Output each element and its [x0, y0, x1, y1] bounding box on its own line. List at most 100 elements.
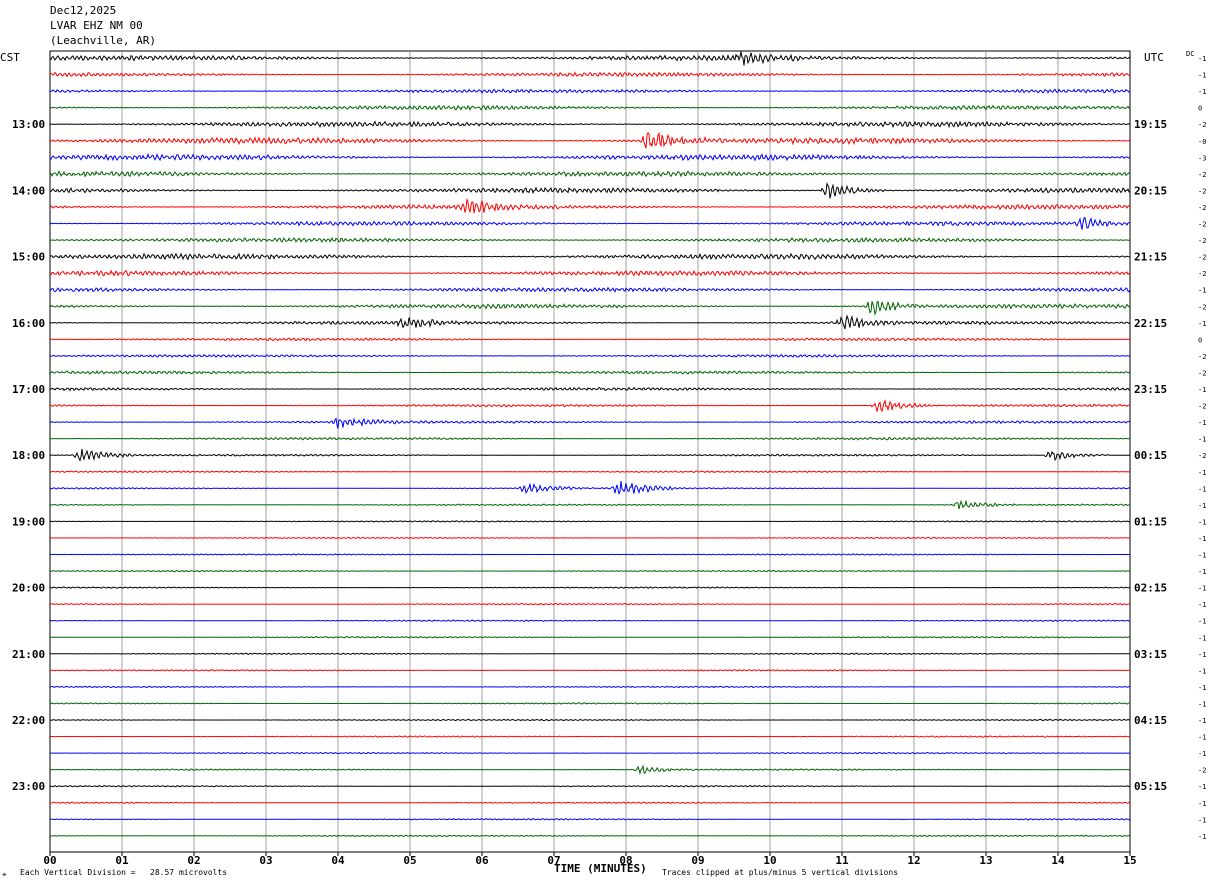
seismic-trace	[50, 536, 1131, 540]
seismic-trace	[49, 399, 1131, 413]
dc-offset-label: -1	[1198, 783, 1206, 791]
seismic-trace	[49, 217, 1131, 230]
cst-hour-label: 17:00	[12, 383, 45, 396]
x-tick-label: 07	[547, 854, 560, 867]
seismic-trace	[49, 470, 1131, 474]
utc-hour-label: 05:15	[1134, 780, 1167, 793]
seismic-trace	[49, 834, 1130, 838]
seismic-trace	[49, 182, 1131, 199]
utc-hour-label: 22:15	[1134, 317, 1167, 330]
dc-offset-label: -2	[1198, 369, 1206, 377]
dc-offset-label: -0	[1198, 138, 1206, 146]
seismic-trace	[49, 718, 1131, 722]
seismic-trace	[50, 669, 1130, 672]
dc-offset-label: -1	[1198, 734, 1206, 742]
seismic-trace	[49, 51, 1131, 66]
utc-hour-label: 04:15	[1134, 714, 1167, 727]
dc-offset-label: -1	[1198, 469, 1206, 477]
seismic-trace	[49, 170, 1131, 178]
dc-offset-label: -1	[1198, 700, 1206, 708]
dc-offset-label: -2	[1198, 171, 1206, 179]
dc-offset-label: -1	[1198, 419, 1206, 427]
x-tick-label: 11	[835, 854, 849, 867]
cst-hour-label: 22:00	[12, 714, 45, 727]
seismic-trace	[49, 751, 1130, 755]
dc-offset-label: -2	[1198, 353, 1206, 361]
utc-hour-label: 00:15	[1134, 449, 1167, 462]
dc-offset-label: -2	[1198, 254, 1206, 262]
dc-offset-label: -2	[1198, 121, 1206, 129]
x-tick-label: 06	[475, 854, 489, 867]
dc-offset-label: -1	[1198, 568, 1206, 576]
utc-hour-label: 01:15	[1134, 515, 1167, 528]
clip-note: Traces clipped at plus/minus 5 vertical …	[662, 868, 899, 877]
dc-offset-label: -2	[1198, 403, 1206, 411]
x-tick-label: 09	[691, 854, 704, 867]
dc-offset-label: -1	[1198, 618, 1206, 626]
seismic-trace	[49, 104, 1131, 112]
seismic-trace	[49, 314, 1131, 330]
x-tick-label: 08	[619, 854, 632, 867]
dc-offset-label: -2	[1198, 303, 1206, 311]
x-tick-label: 13	[979, 854, 992, 867]
dc-offset-label: 0	[1198, 105, 1202, 113]
x-tick-label: 10	[763, 854, 776, 867]
plot-date: Dec12,2025	[50, 4, 117, 17]
seismic-trace	[49, 685, 1131, 689]
seismic-trace	[49, 764, 1131, 776]
dc-offset-label: -1	[1198, 55, 1206, 63]
dc-offset-label: -1	[1198, 585, 1206, 593]
seismic-trace	[49, 300, 1131, 316]
seismic-trace	[49, 353, 1130, 358]
dc-offset-label: -1	[1198, 816, 1206, 824]
x-tick-label: 15	[1123, 854, 1136, 867]
seismic-trace	[49, 198, 1131, 214]
dc-offset-label: -1	[1198, 667, 1206, 675]
seismic-trace	[49, 337, 1130, 342]
seismic-trace	[49, 417, 1131, 429]
seismic-trace	[50, 448, 1131, 462]
seismic-trace	[50, 602, 1131, 606]
seismic-trace	[49, 569, 1131, 573]
seismic-trace	[49, 619, 1131, 622]
cst-hour-label: 14:00	[12, 184, 45, 197]
dc-offset-label: -1	[1198, 535, 1206, 543]
dc-offset-label: -1	[1198, 485, 1206, 493]
seismic-trace	[49, 252, 1130, 261]
utc-hour-label: 19:15	[1134, 118, 1167, 131]
left-zone-label: CST	[0, 51, 20, 64]
dc-offset-label: -1	[1198, 552, 1206, 560]
scale-marker-icon: ⌖	[2, 870, 7, 879]
seismic-trace	[49, 370, 1131, 375]
seismic-trace	[49, 801, 1131, 804]
right-zone-label: UTC	[1144, 51, 1164, 64]
dc-offset-label: -1	[1198, 717, 1206, 725]
seismic-trace	[50, 586, 1131, 589]
x-tick-label: 03	[259, 854, 272, 867]
dc-offset-label: -1	[1198, 634, 1206, 642]
seismic-trace	[49, 499, 1131, 510]
dc-offset-label: -1	[1198, 287, 1206, 295]
x-tick-label: 02	[187, 854, 200, 867]
station-code: LVAR EHZ NM 00	[50, 19, 143, 32]
seismic-trace	[49, 71, 1131, 78]
seismic-trace	[49, 286, 1131, 293]
seismic-trace	[49, 520, 1131, 523]
utc-hour-label: 20:15	[1134, 184, 1167, 197]
seismic-trace	[49, 652, 1131, 656]
x-tick-label: 01	[115, 854, 129, 867]
dc-offset-label: -2	[1198, 187, 1206, 195]
seismic-trace	[49, 818, 1131, 821]
x-tick-label: 05	[403, 854, 416, 867]
cst-hour-label: 23:00	[12, 780, 45, 793]
seismic-trace	[49, 269, 1131, 277]
cst-hour-label: 16:00	[12, 317, 45, 330]
x-tick-label: 04	[331, 854, 345, 867]
seismic-trace	[49, 784, 1131, 788]
x-axis-title: TIME (MINUTES)	[554, 862, 647, 875]
seismic-trace	[49, 131, 1131, 149]
dc-offset-label: 0	[1198, 336, 1202, 344]
scale-note: Each Vertical Division = 28.57 microvolt…	[20, 868, 228, 877]
seismic-trace	[49, 236, 1131, 244]
dc-offset-label: -1	[1198, 833, 1206, 841]
